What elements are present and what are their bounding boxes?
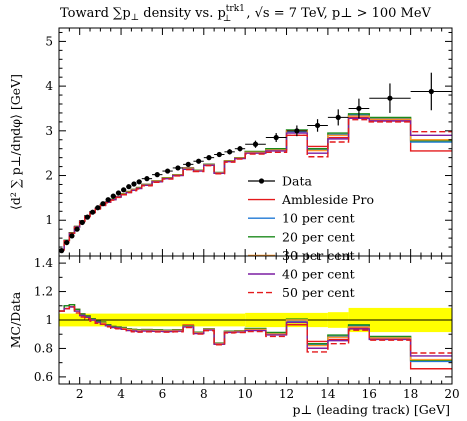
x-tick-label: 2 xyxy=(76,387,84,401)
x-tick-label: 6 xyxy=(159,387,167,401)
data-point xyxy=(162,168,173,174)
ratio-y-tick-label: 0.8 xyxy=(34,341,53,355)
y-tick-label: 5 xyxy=(45,34,53,48)
data-point xyxy=(141,176,153,182)
legend-entry: 50 per cent xyxy=(248,285,355,300)
data-point xyxy=(172,165,184,171)
legend: Data Ambleside Pro 10 per cent 20 per cent 3… xyxy=(248,174,374,300)
legend-label: 20 per cent xyxy=(282,229,355,244)
data-point xyxy=(327,109,349,126)
plot-title: Toward ∑p⊥ density vs. ptrk1 ⊥, √s = 7 Te… xyxy=(60,4,432,24)
data-point xyxy=(131,181,137,187)
y-tick-label: 2 xyxy=(45,169,53,183)
data-point xyxy=(234,146,246,152)
ratio-panel: 2 4 6 8 10 12 14 16 18 20 0.6 0.8 1 1.2 1.4 MC/Data p⊥… xyxy=(8,255,460,417)
mc-series-20-per-cent xyxy=(59,113,452,251)
data-point xyxy=(369,83,411,113)
x-tick-label: 10 xyxy=(238,387,253,401)
legend-entry: 10 per cent xyxy=(248,211,355,226)
data-point xyxy=(193,158,204,164)
x-tick-label: 4 xyxy=(117,387,125,401)
legend-label: Ambleside Pro xyxy=(281,192,374,207)
mc-series-40-per-cent xyxy=(59,117,452,251)
data-point xyxy=(115,190,122,196)
data-point xyxy=(245,140,266,148)
data-point xyxy=(110,193,116,199)
data-point xyxy=(84,214,91,220)
mc-series-30-per-cent xyxy=(59,115,452,251)
mc-series-ambleside-pro xyxy=(59,116,452,251)
x-tick-label: 8 xyxy=(200,387,208,401)
data-point xyxy=(348,98,370,119)
data-point xyxy=(121,187,127,193)
data-point xyxy=(286,125,308,137)
data-point xyxy=(64,239,70,246)
x-tick-label: 12 xyxy=(279,387,294,401)
x-tick-label: 14 xyxy=(320,387,336,401)
legend-label: 50 per cent xyxy=(282,285,355,300)
ratio-y-tick-label: 0.6 xyxy=(34,370,53,384)
data-point xyxy=(265,133,287,142)
x-tick-label: 18 xyxy=(403,387,418,401)
y-tick-label: 1 xyxy=(45,213,53,227)
data-point xyxy=(224,149,235,155)
data-point xyxy=(410,72,452,111)
data-point xyxy=(214,151,225,158)
ratio-y-tick-label: 1.2 xyxy=(34,285,53,299)
legend-entry: 20 per cent xyxy=(248,229,355,244)
x-tick-label: 20 xyxy=(444,387,459,401)
data-point xyxy=(100,201,106,207)
legend-entry: Ambleside Pro xyxy=(248,192,374,207)
data-point xyxy=(95,205,101,211)
legend-label: 40 per cent xyxy=(282,267,355,282)
data-point xyxy=(79,219,85,226)
x-axis-title: p⊥ (leading track) [GeV] xyxy=(292,402,450,417)
data-point xyxy=(105,197,111,203)
mc-series-50-per-cent xyxy=(59,118,452,251)
data-point xyxy=(126,184,132,190)
ratio-y-tick-label: 1.4 xyxy=(34,256,53,270)
ratio-y-axis-title: MC/Data xyxy=(8,291,23,348)
legend-label: 30 per cent xyxy=(282,248,355,263)
y-tick-label: 3 xyxy=(45,124,53,138)
ratio-series-50-per-cent xyxy=(59,306,452,354)
legend-entry: 40 per cent xyxy=(248,267,355,282)
legend-label: 10 per cent xyxy=(282,211,355,226)
data-point xyxy=(307,119,328,132)
y-tick-label: 4 xyxy=(45,79,53,93)
data-point xyxy=(90,209,96,215)
data-point xyxy=(183,161,194,167)
main-y-axis-title: ⟨d² ∑ p⊥/dηdφ⟩ [GeV] xyxy=(8,74,23,210)
data-point xyxy=(152,172,163,178)
legend-label: Data xyxy=(282,174,312,189)
data-point xyxy=(136,179,142,185)
data-point xyxy=(74,226,80,232)
data-point xyxy=(69,233,75,239)
main-panel: 1 2 3 4 5 Data Ambleside Pro 10 per cent 20 per… xyxy=(8,27,453,300)
ratio-y-tick-label: 1 xyxy=(45,313,53,327)
mc-series-10-per-cent xyxy=(59,114,452,251)
legend-entry: Data xyxy=(248,174,312,189)
data-point xyxy=(59,248,65,254)
legend-entry: 30 per cent xyxy=(248,248,355,263)
x-tick-label: 16 xyxy=(362,387,377,401)
data-point xyxy=(203,155,215,161)
